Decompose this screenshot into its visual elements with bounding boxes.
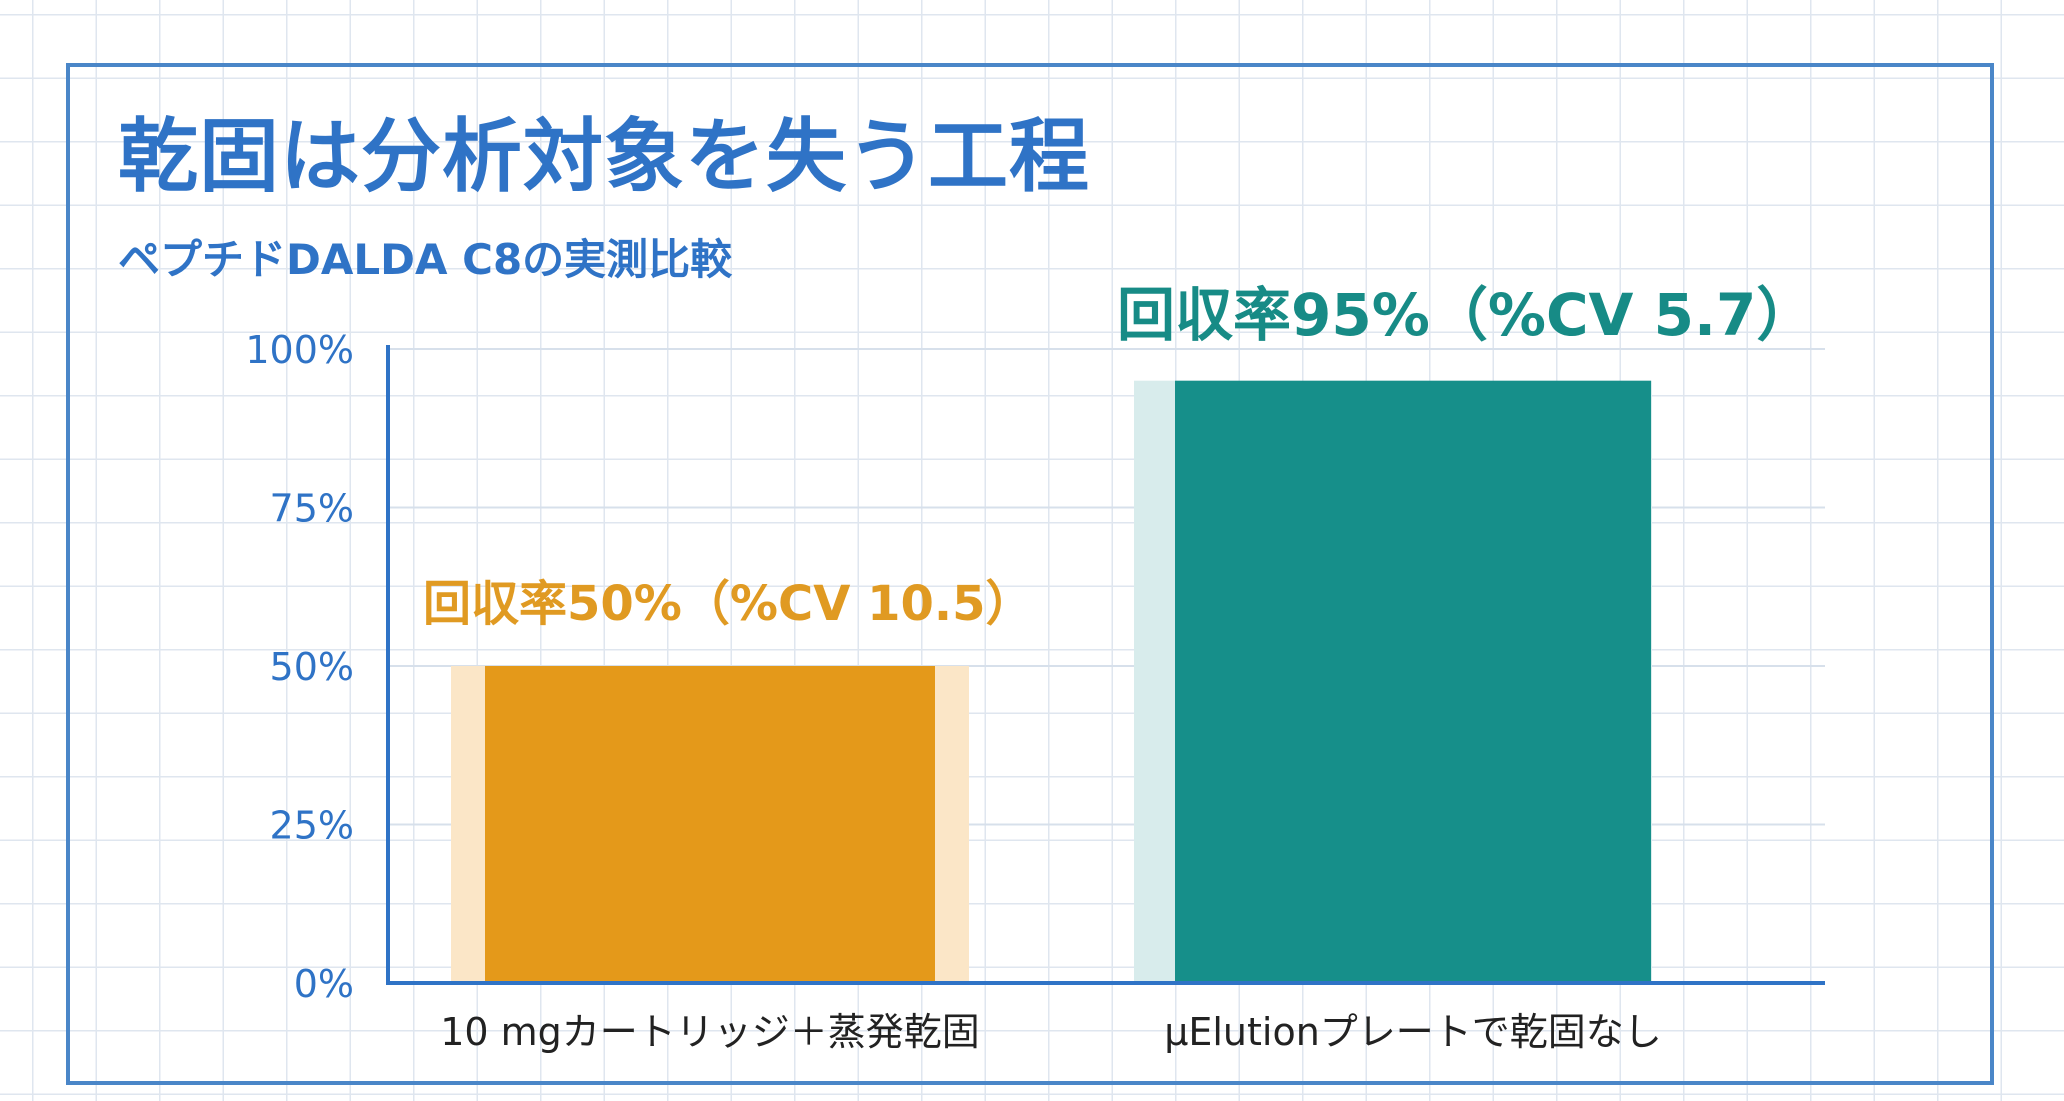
y-tick-label: 0% [294,962,354,1006]
bar [485,666,935,983]
bar-data-label: 回収率50%（%CV 10.5） [423,576,1034,632]
bar-data-label: 回収率95%（%CV 5.7） [1117,281,1814,349]
y-tick-label: 75% [270,487,354,531]
bar [1175,380,1651,983]
y-tick-label: 100% [245,328,354,372]
chart-frame [66,63,1994,1085]
x-category-label: μElutionプレートで乾固なし [1164,1010,1662,1054]
chart-subtitle: ペプチドDALDA C8の実測比較 [118,235,733,284]
chart-title: 乾固は分析対象を失う工程 [118,110,1090,203]
y-tick-label: 25% [270,804,354,848]
x-category-label: 10 mgカートリッジ＋蒸発乾固 [440,1010,980,1054]
y-tick-label: 50% [270,645,354,689]
